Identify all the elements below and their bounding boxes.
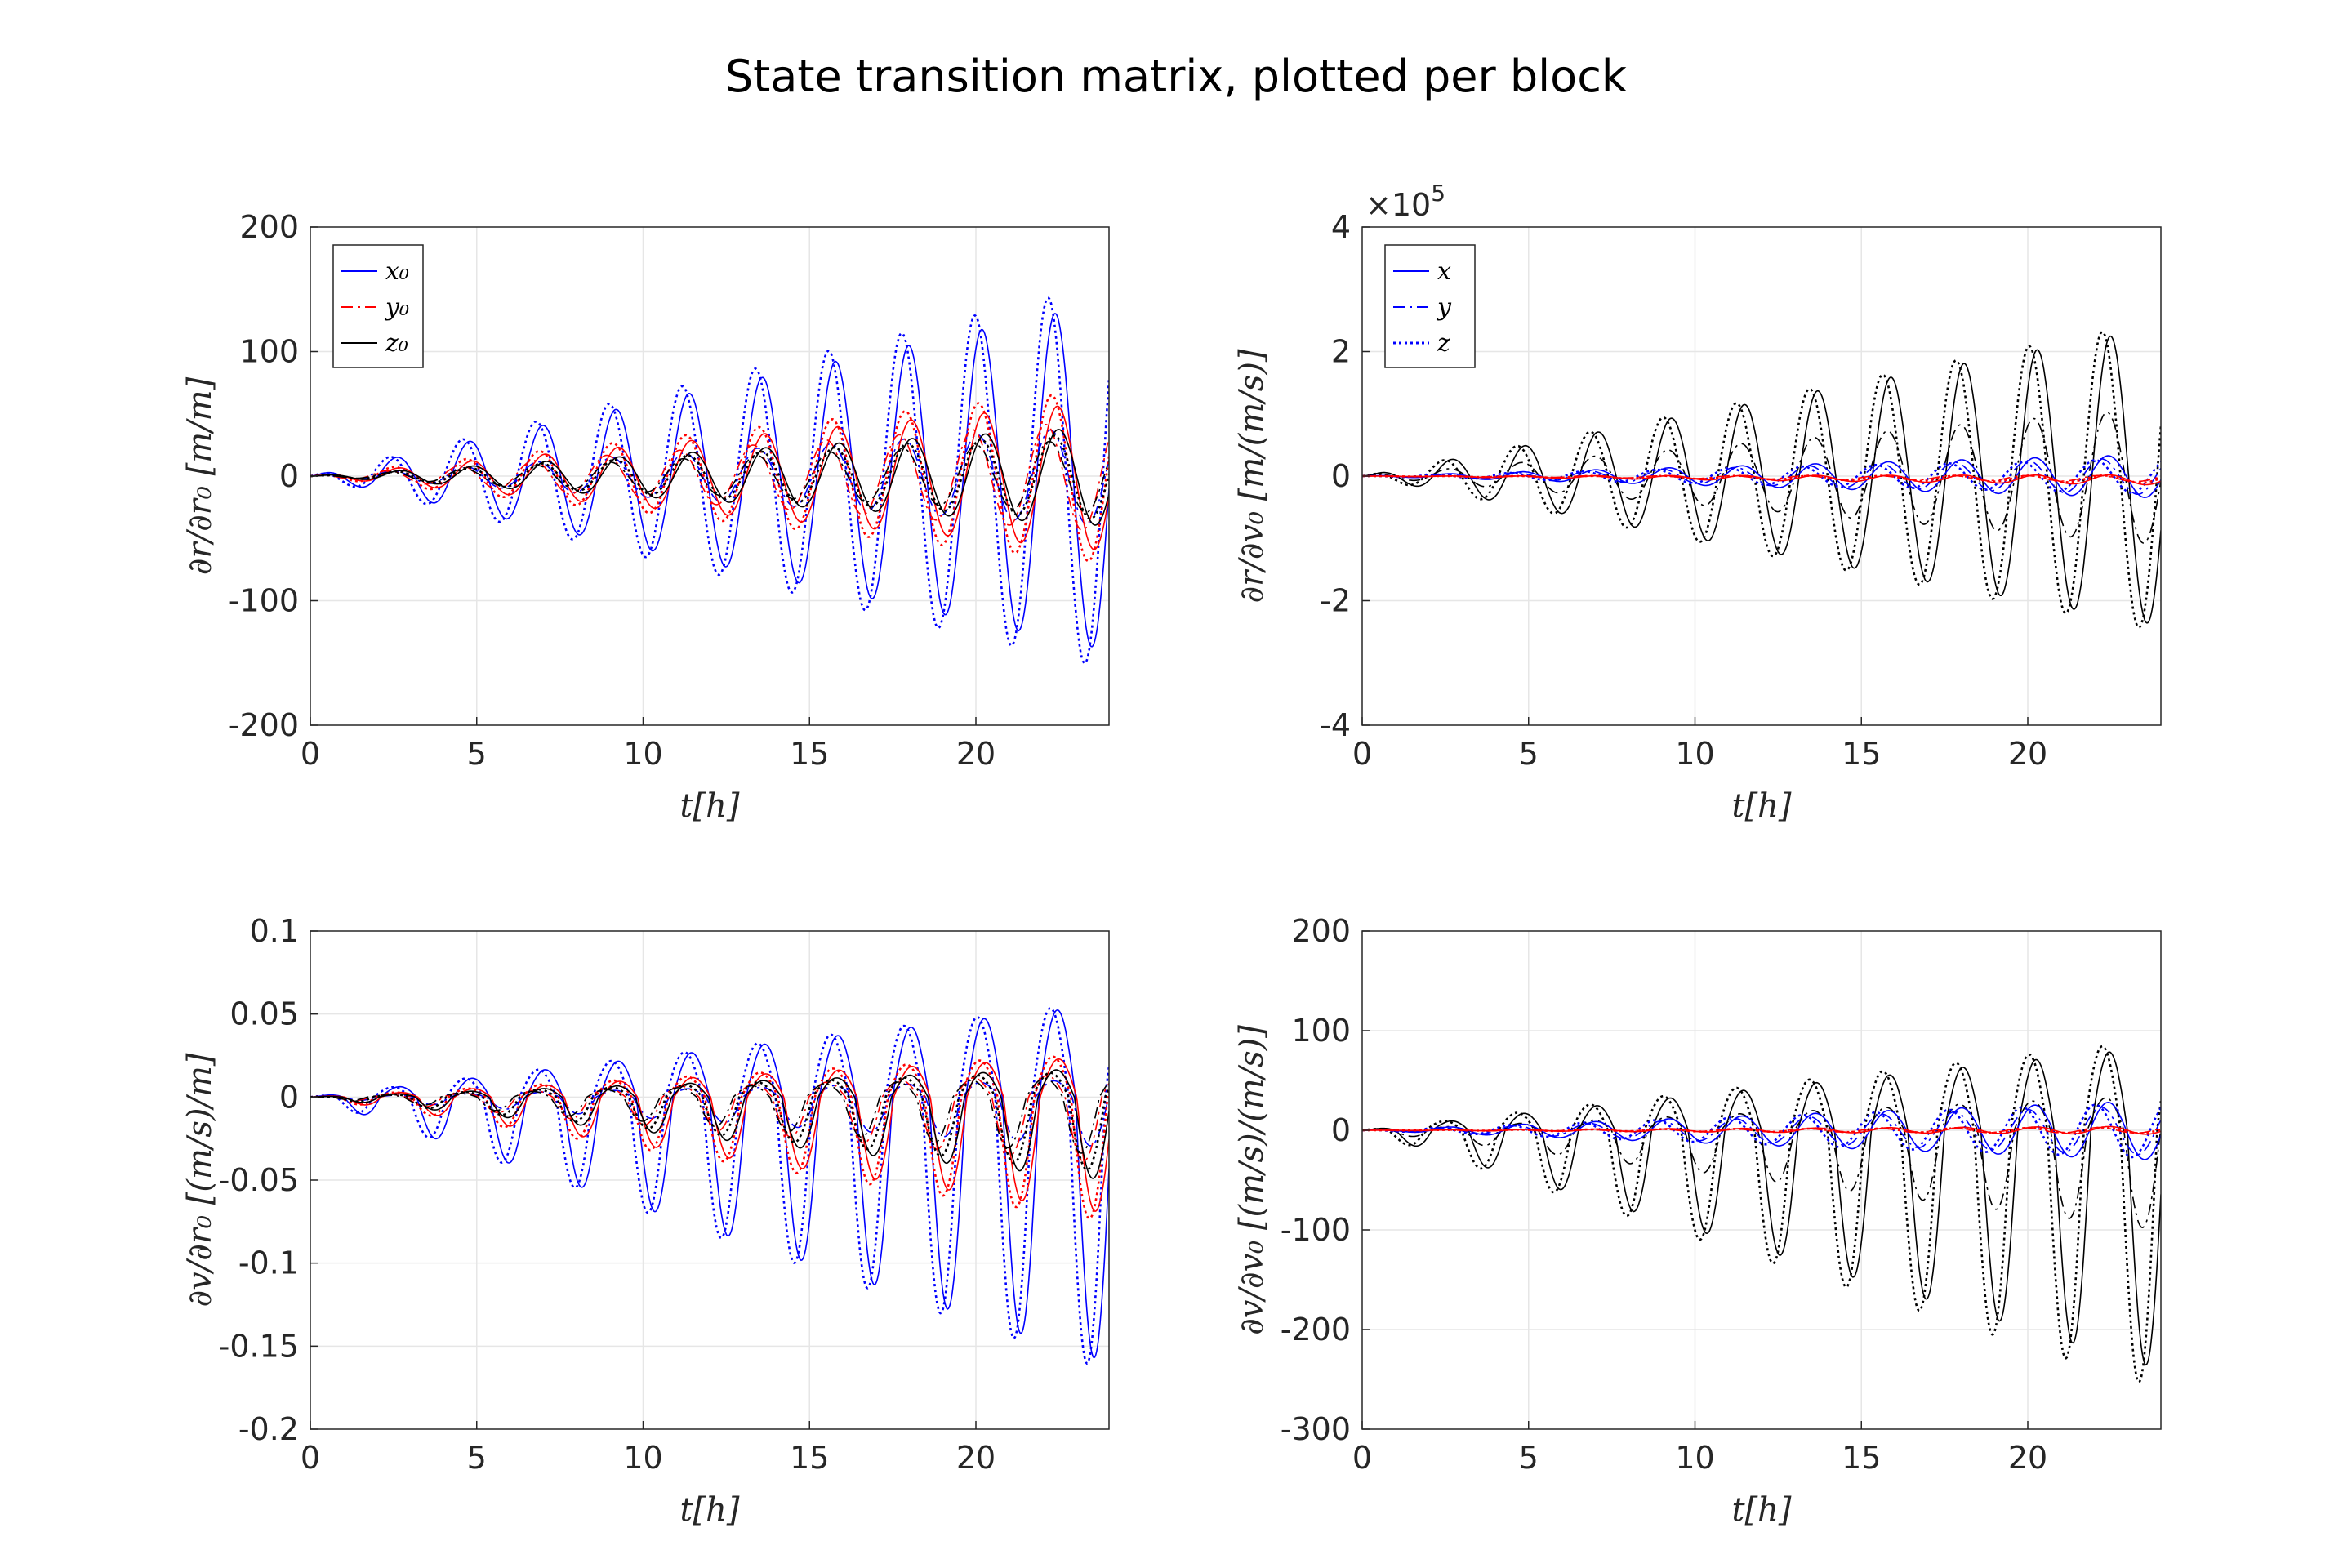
y-tick-label: 0.05 [229,996,299,1032]
x-tick-label: 10 [1675,1440,1714,1476]
axes-box [1361,930,2162,1430]
series-line-vx-vx0 [1362,1051,2161,1366]
series-line-y-vy0 [1362,457,2161,495]
x-axis-label: t[h] [679,787,739,825]
x-tick-label: 0 [301,736,320,772]
series-line-z-x0 [310,429,1109,526]
y-tick-label: -200 [229,707,299,743]
x-tick-label: 10 [623,1440,662,1476]
y-axis-label: ∂v/∂r₀ [(m/s)/m] [181,1053,219,1307]
y-tick-label: -2 [1320,583,1351,619]
y-tick-label: -100 [229,583,299,619]
series-line-vx-x0 [310,1009,1109,1359]
y-tick-label: 0.1 [250,913,299,949]
series-line-z-z0 [310,440,1109,514]
y-tick-label: -300 [1281,1411,1351,1447]
x-tick-label: 10 [623,736,662,772]
x-tick-label: 15 [790,736,829,772]
y-tick-label: -100 [1281,1212,1351,1248]
series-line-vz-y0 [310,1071,1109,1171]
y-axis-label: ∂v/∂v₀ [(m/s)/(m/s)] [1233,1025,1271,1335]
series-line-y-vz0 [1362,459,2161,494]
y-tick-label: -0.05 [219,1162,299,1198]
series-line-vz-x0 [310,1069,1109,1179]
x-tick-label: 5 [467,736,487,772]
y-tick-label: -0.15 [219,1328,299,1364]
y-tick-label: 100 [1291,1013,1351,1049]
x-axis-label: t[h] [1731,787,1791,825]
series-line-vx-z0 [310,1080,1109,1147]
y-tick-label: 100 [239,334,299,370]
series-line-y-y0 [310,394,1109,563]
x-tick-label: 15 [790,1440,829,1476]
y-tick-label: -4 [1320,707,1351,743]
series-line-z-vz0 [1362,474,2161,483]
x-tick-label: 15 [1842,736,1881,772]
x-axis-label: t[h] [1731,1491,1791,1529]
legend-label: z₀ [385,329,408,358]
y-tick-label: 0 [1331,1112,1351,1148]
y-axis-label: ∂r/∂r₀ [m/m] [181,376,219,575]
series-group [1362,330,2161,629]
subplot-dvdr0: 0 5 10 15 20 -0.2 -0.15 -0.1 -0.05 0 0.05 0.1 t[h] ∂v… [181,913,1110,1529]
legend-label: x [1437,257,1451,286]
y-axis-label: ∂r/∂v₀ [m/(m/s)] [1233,349,1271,603]
series-group [310,1007,1109,1365]
series-line-vx-y0 [310,1007,1109,1365]
series-group [1362,1045,2161,1384]
series-line-z-y0 [310,434,1109,520]
y-tick-label: 0 [1331,458,1351,494]
subplot-dvdv0: 0 5 10 15 20 -300 -200 -100 0 100 200 t[h] ∂v/∂v₀ [(… [1233,913,2162,1529]
x-tick-label: 20 [2008,1440,2047,1476]
subplot-drdr0: 0 5 10 15 20 -200 -100 0 100 200 t[h] ∂r/∂r₀ [m/m] x… [181,209,1110,825]
x-tick-label: 5 [1519,736,1539,772]
y-tick-label: 200 [1291,913,1351,949]
y-tick-label: 0 [279,1079,299,1115]
series-line-vz-z0 [310,1077,1109,1154]
y-tick-label: -0.2 [238,1411,299,1447]
series-line-vx-vy0 [1362,1045,2161,1384]
x-tick-label: 0 [301,1440,320,1476]
x-tick-label: 20 [956,1440,996,1476]
series-line-vy-x0 [310,1058,1109,1212]
series-line-vz-vz0 [1362,1126,2161,1134]
x-tick-label: 5 [467,1440,487,1476]
legend: xyz [1384,244,1476,368]
y-exponent-label: ×105 [1365,180,1446,223]
series-line-x-y0 [310,296,1109,665]
legend: x₀ y₀ z₀ [332,244,424,368]
legend-label: y [1436,293,1452,322]
x-axis-label: t[h] [679,1491,739,1529]
series-line-vz-vy0 [1362,1126,2161,1134]
series-line-y-x0 [310,405,1109,550]
y-tick-label: 0 [279,458,299,494]
x-tick-label: 20 [956,736,996,772]
x-tick-label: 15 [1842,1440,1881,1476]
x-tick-label: 20 [2008,736,2047,772]
series-line-vy-z0 [310,1075,1109,1162]
series-group [310,296,1109,665]
y-tick-label: 4 [1331,209,1351,245]
x-tick-label: 5 [1519,1440,1539,1476]
figure-title: State transition matrix, plotted per blo… [725,51,1628,102]
x-tick-label: 0 [1352,736,1372,772]
series-line-x-x0 [310,313,1109,648]
y-tick-label: 200 [239,209,299,245]
y-tick-label: -200 [1281,1312,1351,1348]
series-line-vx-vz0 [1362,1097,2161,1229]
series-line-vy-vy0 [1362,1107,2161,1156]
y-tick-label: -0.1 [238,1245,299,1281]
series-line-x-vx0 [1362,335,2161,624]
y-tick-label: 2 [1331,334,1351,370]
series-line-x-vz0 [1362,411,2161,544]
x-tick-label: 10 [1675,736,1714,772]
legend-label: z [1437,329,1450,358]
legend-label: x₀ [385,257,409,286]
legend-label: y₀ [384,293,409,322]
subplot-drdv0: 0 5 10 15 20 -4 -2 0 2 4 ×105 t[h] ∂r/∂v₀ [m/(m/s)] x… [1233,180,2162,825]
x-tick-label: 0 [1352,1440,1372,1476]
